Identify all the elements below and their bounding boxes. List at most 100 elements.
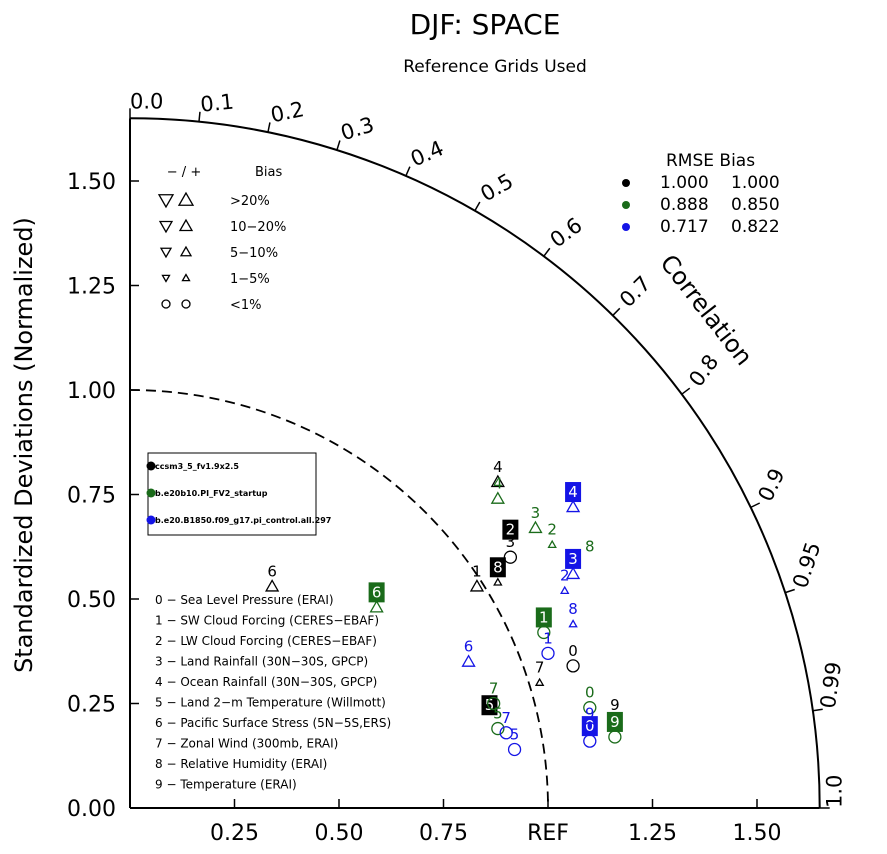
bias-pos-marker xyxy=(179,245,193,257)
corr-tick-label: 0.8 xyxy=(684,350,723,391)
point-label: 0 xyxy=(585,684,595,702)
corr-tick-label: 0.3 xyxy=(338,112,377,145)
corr-tick-label: 0.1 xyxy=(199,90,235,117)
data-point: 2 xyxy=(547,521,557,549)
point-marker xyxy=(541,646,555,660)
y-axis-label: Standardized Deviations (Normalized) xyxy=(10,217,38,673)
point-label-box xyxy=(565,548,582,569)
corr-tick xyxy=(543,247,551,257)
y-tick-label: 0.50 xyxy=(67,588,116,613)
point-label: 4 xyxy=(493,475,503,493)
data-point: 6 xyxy=(368,582,385,613)
chart-subtitle: Reference Grids Used xyxy=(403,57,587,77)
variable-item: 2 − LW Cloud Forcing (CERES−EBAF) xyxy=(155,634,377,648)
point-label: 6 xyxy=(372,583,382,601)
data-point: 3 xyxy=(503,533,518,564)
bias-row-label: 5−10% xyxy=(230,246,278,261)
x-tick-label: 0.25 xyxy=(210,821,259,846)
point-label: 3 xyxy=(506,533,516,551)
data-point: 1 xyxy=(535,607,552,640)
variable-item: 1 − SW Cloud Forcing (CERES−EBAF) xyxy=(155,614,379,628)
case-dot xyxy=(146,461,156,471)
point-marker xyxy=(264,579,280,592)
data-point: 2 xyxy=(559,567,570,594)
point-label: 3 xyxy=(568,550,578,568)
rmse-value: 0.717 xyxy=(660,217,709,237)
y-tick-label: 1.50 xyxy=(67,170,116,195)
variable-item: 7 − Zonal Wind (300mb, ERAI) xyxy=(155,737,338,751)
variable-item: 0 − Sea Level Pressure (ERAI) xyxy=(155,593,334,607)
bias-pos-marker xyxy=(178,218,194,232)
data-point: 2 xyxy=(502,519,519,540)
data-point: 7 xyxy=(487,680,501,711)
data-point: 9 xyxy=(606,711,623,744)
point-marker xyxy=(487,696,501,711)
point-marker xyxy=(528,520,543,534)
bias-pos-marker xyxy=(181,273,191,282)
point-marker xyxy=(583,721,597,736)
point-marker xyxy=(490,474,505,488)
bias-neg-marker xyxy=(159,247,173,259)
data-point: 1 xyxy=(469,562,485,592)
data-point: 4 xyxy=(490,475,505,504)
x-tick-label: 0.50 xyxy=(315,821,364,846)
data-point: 8 xyxy=(489,557,506,586)
point-label-box xyxy=(368,582,385,603)
rmse-value: 1.000 xyxy=(660,173,709,193)
point-label: 2 xyxy=(560,567,570,585)
corr-tick xyxy=(784,588,795,594)
y-tick-label: 0.75 xyxy=(67,484,116,509)
outer-arc xyxy=(129,117,821,809)
bias-legend: − / + Bias >20% 10−20% 5−10% 1−5% <1% xyxy=(157,165,286,313)
bias-pos-marker xyxy=(177,191,195,206)
corr-tick xyxy=(198,111,201,122)
corr-tick-label: 0.2 xyxy=(269,97,307,127)
corr-tick xyxy=(474,201,481,212)
bias-row-label: >20% xyxy=(230,194,270,209)
point-label: 9 xyxy=(610,696,620,714)
point-label: 5 xyxy=(493,705,503,723)
point-label: 7 xyxy=(501,709,511,727)
point-marker xyxy=(493,577,503,586)
variable-item: 5 − Land 2−m Temperature (Willmott) xyxy=(155,696,386,710)
point-label-box xyxy=(606,711,623,732)
data-point: 8 xyxy=(585,537,595,555)
point-label: 7 xyxy=(535,659,545,677)
point-marker xyxy=(583,701,597,715)
point-label: 2 xyxy=(506,521,516,539)
bias-neg-marker xyxy=(157,194,175,209)
point-marker xyxy=(461,654,476,667)
point-label: 9 xyxy=(610,713,620,731)
point-marker xyxy=(559,585,570,594)
point-marker xyxy=(565,566,581,580)
corr-tick xyxy=(336,140,341,151)
point-label: 6 xyxy=(267,562,277,580)
point-label-box xyxy=(481,695,498,716)
data-point: 3 xyxy=(528,504,543,534)
variable-item: 4 − Ocean Rainfall (30N−30S, GPCP) xyxy=(155,675,377,689)
point-label: 0 xyxy=(585,717,595,735)
variable-item: 8 − Relative Humidity (ERAI) xyxy=(155,757,327,771)
data-point: 9 xyxy=(583,705,597,736)
corr-tick xyxy=(612,307,621,316)
point-label: 1 xyxy=(543,629,553,647)
corr-tick xyxy=(267,122,271,133)
corr-tick-label: 0.0 xyxy=(130,89,163,113)
rmse-dot xyxy=(622,223,630,231)
corr-tick xyxy=(812,708,823,712)
point-label: 2 xyxy=(547,521,557,539)
corr-tick-label: 0.9 xyxy=(753,465,789,506)
point-marker xyxy=(491,721,505,736)
bias-pos-marker xyxy=(181,299,191,309)
point-label-box xyxy=(502,519,519,540)
case-name: b.e20.B1850.f09_g17.pi_control.all.297 xyxy=(155,516,331,525)
point-marker xyxy=(608,730,622,744)
point-label: 5 xyxy=(510,725,520,743)
point-label: 1 xyxy=(539,608,549,626)
x-tick-label: 1.25 xyxy=(628,821,677,846)
data-point: 4 xyxy=(565,482,582,513)
data-point: 0 xyxy=(566,642,580,673)
y-tick-label: 1.25 xyxy=(67,275,116,300)
point-label: 8 xyxy=(585,537,595,555)
